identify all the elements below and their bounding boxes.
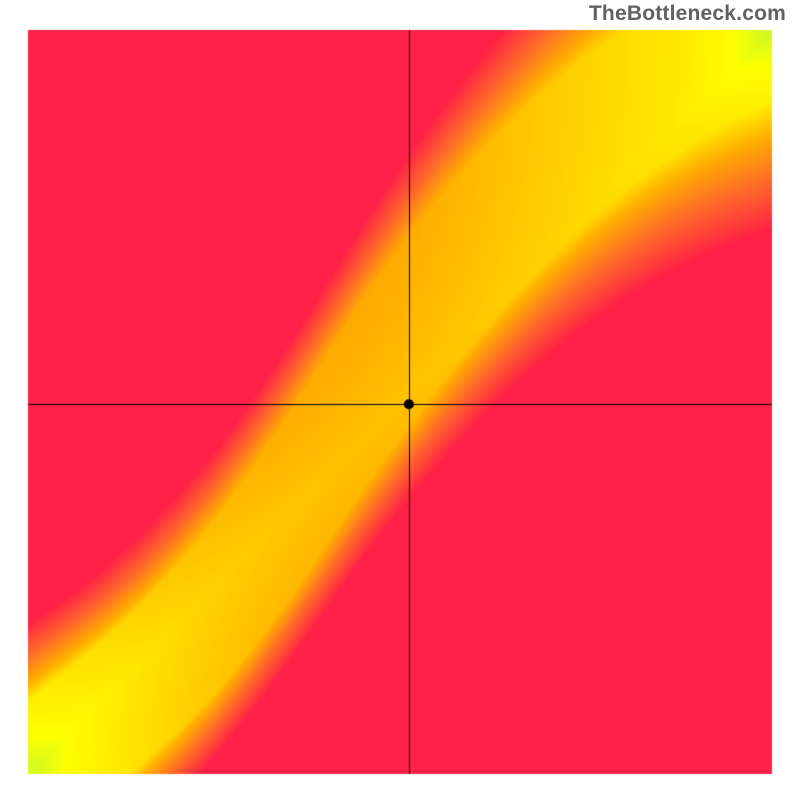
watermark-text: TheBottleneck.com	[589, 2, 786, 26]
bottleneck-heatmap	[0, 0, 800, 800]
